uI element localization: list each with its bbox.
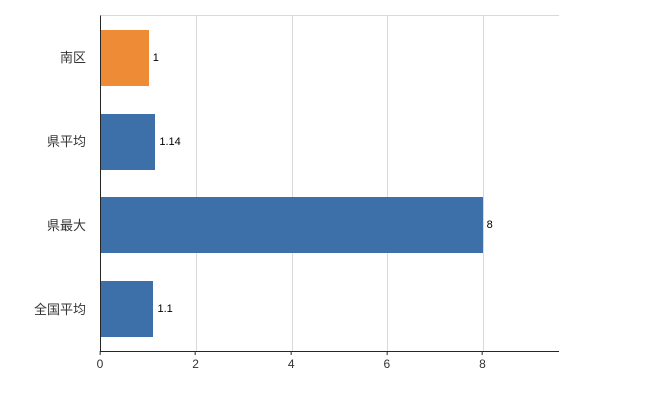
- x-axis-tick-label: 6: [383, 357, 391, 371]
- x-axis-tick: 6: [383, 351, 391, 371]
- x-axis-tick: 8: [479, 351, 486, 371]
- x-axis: 0 2 4 6 8: [96, 351, 559, 375]
- bar-row: 1: [101, 16, 559, 100]
- gridline: [196, 16, 198, 351]
- gridline: [291, 16, 293, 351]
- value-label: 1.14: [159, 135, 181, 148]
- bar: [101, 29, 149, 86]
- plot-area: 1 1.14 8 1.1: [100, 15, 559, 352]
- bar-row: 1.1: [101, 267, 559, 351]
- x-axis-tick-mark: [195, 351, 197, 355]
- category-label: 南区: [59, 50, 86, 66]
- category-label: 県最大: [46, 217, 86, 233]
- value-label: 8: [486, 219, 493, 232]
- x-axis-tick-label: 0: [96, 357, 104, 371]
- bar: [101, 113, 156, 170]
- y-axis-category-labels: 南区県平均県最大全国平均: [0, 15, 93, 350]
- category-label: 全国平均: [33, 301, 86, 317]
- x-axis-tick-mark: [99, 351, 101, 355]
- x-axis-tick-label: 2: [192, 357, 199, 371]
- bar-row: 8: [101, 184, 559, 268]
- bar: [101, 281, 154, 338]
- value-label: 1: [152, 51, 159, 64]
- bar: [101, 197, 483, 254]
- x-axis-tick-label: 4: [287, 357, 295, 371]
- x-axis-tick-mark: [290, 351, 292, 355]
- x-axis-tick: 2: [192, 351, 199, 371]
- gridline: [482, 16, 484, 351]
- value-label: 1.1: [157, 303, 173, 316]
- x-axis-tick-mark: [386, 351, 388, 355]
- gridline: [387, 16, 389, 351]
- bar-row: 1.14: [101, 100, 559, 184]
- x-axis-tick: 0: [96, 351, 104, 371]
- x-axis-tick: 4: [288, 351, 295, 371]
- x-axis-tick-label: 8: [479, 357, 486, 371]
- category-label: 県平均: [46, 134, 86, 150]
- x-axis-tick-mark: [482, 351, 483, 355]
- bars-layer: 1 1.14 8 1.1: [101, 16, 559, 351]
